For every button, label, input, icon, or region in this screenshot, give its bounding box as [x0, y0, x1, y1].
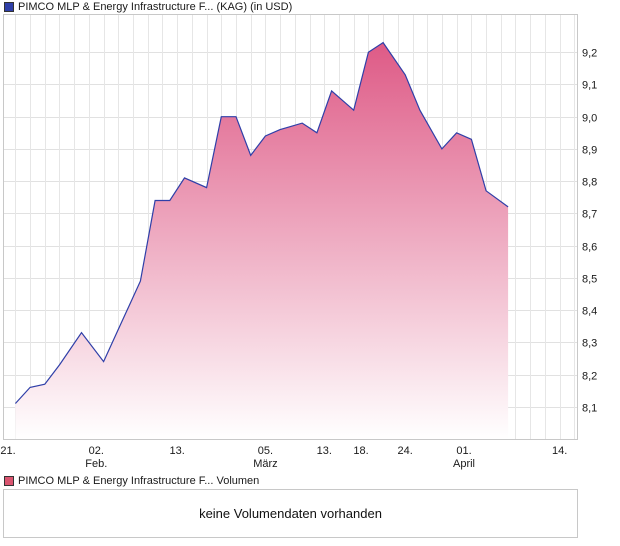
y-tick-label: 8,4 — [582, 306, 597, 318]
price-legend: PIMCO MLP & Energy Infrastructure F... (… — [4, 0, 292, 14]
volume-panel: keine Volumendaten vorhanden — [3, 489, 578, 538]
volume-legend-swatch — [4, 476, 14, 486]
y-tick-label: 8,9 — [582, 145, 597, 157]
volume-empty-message: keine Volumendaten vorhanden — [199, 506, 382, 521]
x-tick-label: 02. — [89, 445, 104, 457]
x-tick-label: 13. — [170, 445, 185, 457]
y-axis-ticks: 8,1 8,2 8,3 8,4 8,5 8,6 8,7 8,8 8,9 9,0 9,1 9,2 — [582, 48, 597, 415]
volume-legend: PIMCO MLP & Energy Infrastructure F... V… — [4, 474, 259, 488]
y-tick-label: 9,1 — [582, 80, 597, 92]
y-tick-label: 9,0 — [582, 113, 597, 125]
x-tick-label: 05. — [258, 445, 273, 457]
x-tick-label: 21. — [0, 445, 15, 457]
x-tick-label: 01. — [456, 445, 471, 457]
x-tick-label: 13. — [317, 445, 332, 457]
price-chart: 8,1 8,2 8,3 8,4 8,5 8,6 8,7 8,8 8,9 9,0 9,1 9,2 21.… — [0, 14, 597, 470]
price-legend-swatch — [4, 2, 14, 12]
plot-frame — [3, 14, 578, 440]
x-tick-label: 18. — [353, 445, 368, 457]
y-tick-label: 8,3 — [582, 338, 597, 350]
y-tick-label: 9,2 — [582, 48, 597, 60]
y-tick-label: 8,5 — [582, 274, 597, 286]
y-tick-label: 8,2 — [582, 371, 597, 383]
x-tick-month-label: April — [453, 458, 475, 470]
price-legend-label: PIMCO MLP & Energy Infrastructure F... (… — [18, 1, 293, 13]
x-tick-label: 24. — [398, 445, 413, 457]
y-tick-label: 8,7 — [582, 209, 597, 221]
price-line — [14, 41, 509, 404]
volume-legend-label: PIMCO MLP & Energy Infrastructure F... V… — [18, 475, 260, 487]
x-tick-month-label: März — [253, 458, 277, 470]
x-axis-ticks: 21. 02.Feb. 13. 05.März 13. 18. 24. 01.April 14. — [0, 445, 567, 470]
y-tick-label: 8,6 — [582, 242, 597, 254]
y-tick-label: 8,1 — [582, 403, 597, 415]
x-tick-label: 14. — [552, 445, 567, 457]
x-tick-month-label: Feb. — [85, 458, 107, 470]
price-area-fill — [15, 42, 509, 439]
y-tick-label: 8,8 — [582, 177, 597, 189]
